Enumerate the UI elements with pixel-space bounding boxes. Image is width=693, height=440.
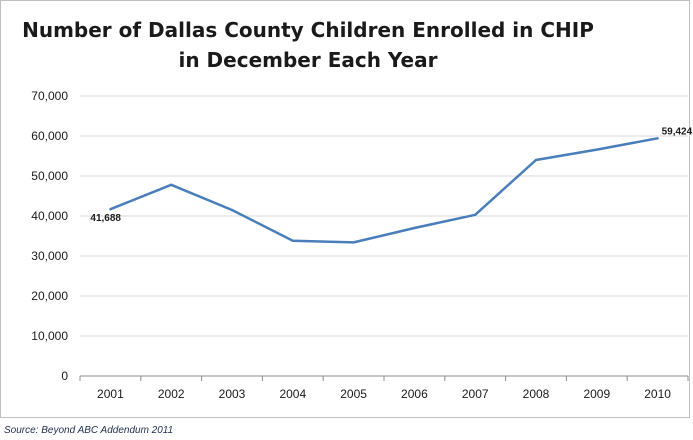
y-tick-label: 30,000 [31, 249, 68, 263]
x-tick-label: 2007 [462, 387, 489, 401]
line-chart: 0 10,000 20,000 30,000 40,000 50,000 60,000 70,… [31, 89, 693, 401]
y-tick-label: 20,000 [31, 289, 68, 303]
x-tick-label: 2002 [158, 387, 185, 401]
data-label: 41,688 [90, 213, 121, 224]
y-tick-label: 60,000 [31, 129, 68, 143]
data-point [474, 213, 477, 216]
data-label: 59,424 [662, 126, 693, 137]
data-point [595, 148, 598, 151]
x-tick-label: 2001 [97, 387, 124, 401]
data-point [413, 226, 416, 230]
series-line [109, 137, 658, 244]
x-tick-label: 2010 [644, 387, 671, 401]
x-tick-label: 2003 [219, 387, 246, 401]
x-tick-label: 2004 [279, 387, 306, 401]
x-tick-label: 2008 [523, 387, 550, 401]
data-point [109, 208, 112, 211]
data-point [656, 137, 659, 140]
chart-frame [0, 0, 690, 418]
chart-subtitle: in December Each Year [178, 48, 438, 72]
y-tick-label: 40,000 [31, 209, 68, 223]
y-tick-label: 10,000 [31, 329, 68, 343]
data-point [291, 239, 294, 242]
y-tick-label: 0 [61, 369, 68, 383]
source-note: Source: Beyond ABC Addendum 2011 [4, 425, 174, 436]
y-tick-label: 50,000 [31, 169, 68, 183]
data-point [170, 183, 173, 186]
data-point [230, 208, 234, 212]
chart-title: Number of Dallas County Children Enrolle… [22, 18, 594, 42]
x-tick-label: 2005 [340, 387, 367, 401]
x-tick-label: 2006 [401, 387, 428, 401]
data-point [352, 241, 355, 244]
data-point [534, 158, 538, 162]
y-tick-label: 70,000 [31, 89, 68, 103]
x-tick-label: 2009 [583, 387, 610, 401]
